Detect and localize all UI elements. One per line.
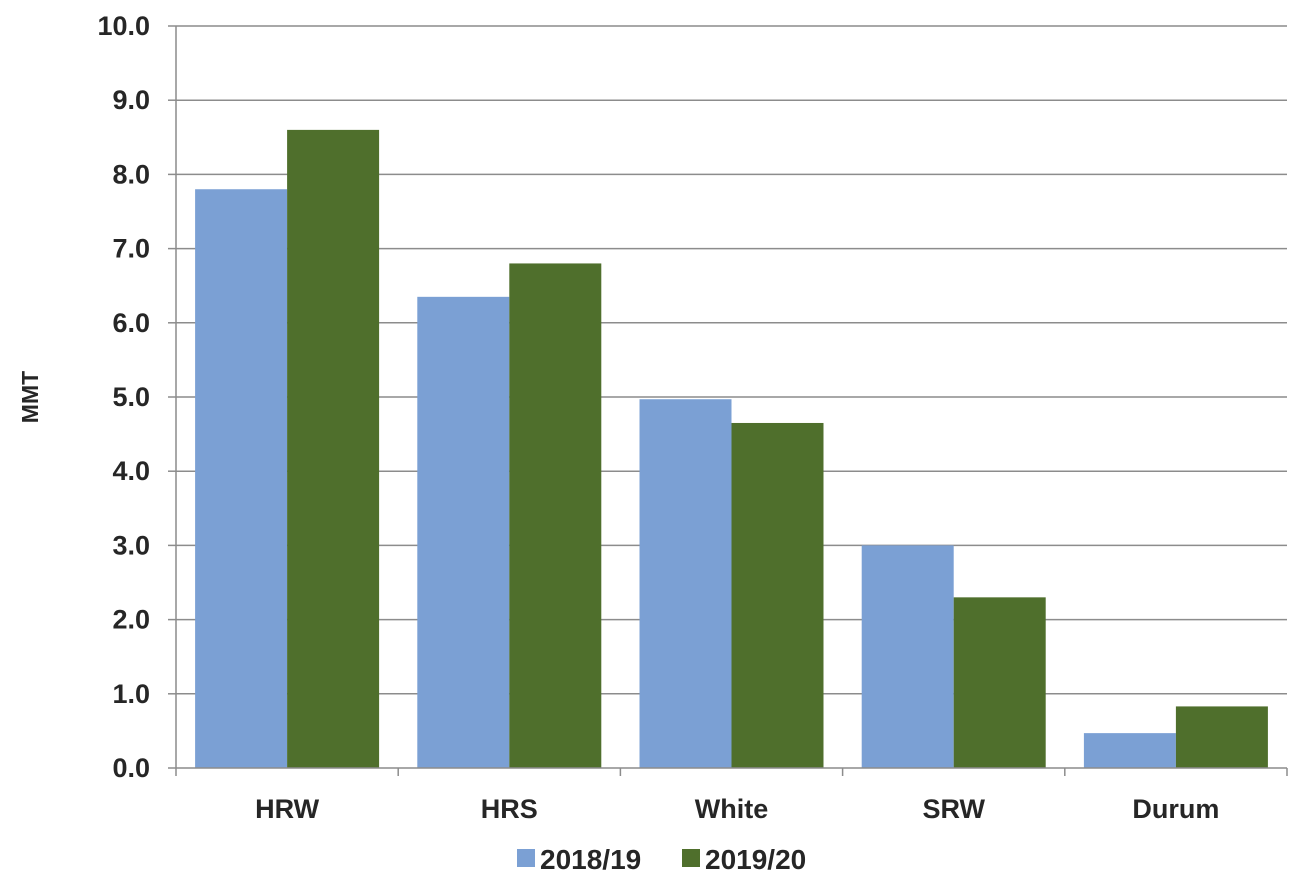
x-tick-labels: HRW HRS White SRW Durum: [175, 768, 1288, 824]
x-tick-label: Durum: [1132, 794, 1219, 824]
bar-hrw-2018-19: [195, 189, 288, 769]
bar-white-2019-20: [731, 422, 824, 768]
x-tick-label: HRS: [481, 794, 538, 824]
bar-srw-2018-19: [861, 545, 954, 768]
y-tick-label: 4.0: [112, 456, 150, 486]
bar-hrw-2019-20: [287, 129, 380, 768]
bar-durum-2018-19: [1083, 733, 1176, 768]
bar-srw-2019-20: [953, 597, 1046, 768]
y-tick-label: 5.0: [112, 382, 150, 412]
bar-hrs-2018-19: [417, 296, 510, 768]
legend-label: 2018/19: [540, 844, 641, 875]
y-tick-label: 3.0: [112, 530, 150, 560]
y-tick-labels: 0.0 1.0 2.0 3.0 4.0 5.0 6.0 7.0 8.0 9.0 10.0: [97, 11, 176, 783]
legend-label: 2019/20: [705, 844, 806, 875]
bar-white-2018-19: [639, 399, 732, 768]
x-tick-label: HRW: [255, 794, 320, 824]
legend-swatch: [682, 849, 700, 867]
legend-swatch: [517, 849, 535, 867]
y-tick-label: 6.0: [112, 308, 150, 338]
x-tick-label: SRW: [922, 794, 985, 824]
y-tick-label: 7.0: [112, 234, 150, 264]
y-tick-label: 9.0: [112, 85, 150, 115]
y-tick-label: 0.0: [112, 753, 150, 783]
legend: 2018/19 2019/20: [517, 844, 806, 875]
y-tick-label: 2.0: [112, 605, 150, 635]
bar-hrs-2019-20: [509, 263, 602, 768]
bars: [195, 129, 1268, 769]
bar-durum-2019-20: [1175, 706, 1268, 768]
y-tick-label: 1.0: [112, 679, 150, 709]
y-tick-label: 8.0: [112, 159, 150, 189]
y-tick-label: 10.0: [97, 11, 150, 41]
y-axis-title: MMT: [17, 371, 43, 423]
x-tick-label: White: [695, 794, 769, 824]
